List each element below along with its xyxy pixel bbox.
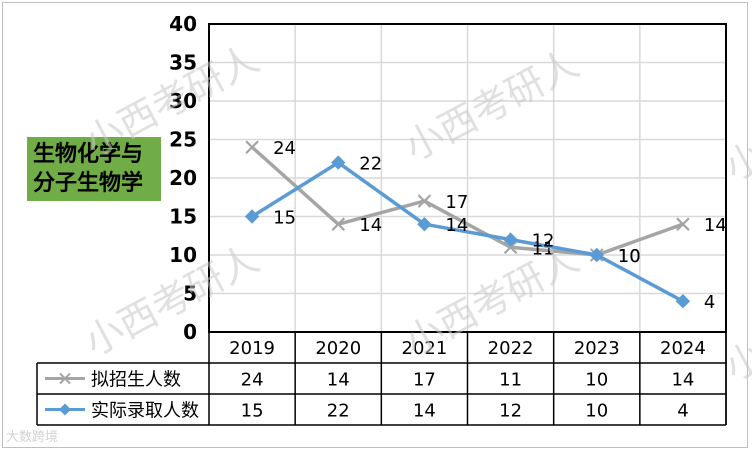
x-tick-label: 2023 xyxy=(574,338,620,359)
data-label: 14 xyxy=(704,215,727,236)
table-cell: 22 xyxy=(327,401,350,422)
x-marker-point xyxy=(331,217,346,231)
diamond-marker-point xyxy=(417,216,432,232)
y-tick-label: 20 xyxy=(169,166,197,190)
data-label: 12 xyxy=(532,231,555,252)
chart-frame xyxy=(2,2,748,448)
legend-label: 实际录取人数 xyxy=(91,401,199,422)
y-tick-label: 40 xyxy=(169,12,197,36)
table-cell: 14 xyxy=(327,370,350,391)
x-tick-label: 2021 xyxy=(402,338,448,359)
data-label: 4 xyxy=(704,292,715,313)
diamond-marker-point xyxy=(244,209,260,224)
diamond-marker-point xyxy=(589,247,604,263)
table-cell: 15 xyxy=(241,401,264,422)
x-icon xyxy=(59,372,71,385)
series-line-1 xyxy=(250,145,684,257)
y-tick-label: 30 xyxy=(169,89,197,113)
y-tick-label: 25 xyxy=(169,128,197,152)
y-tick-label: 35 xyxy=(169,51,197,75)
table-cell: 24 xyxy=(241,370,264,391)
subject-line-1: 生物化学与 xyxy=(33,142,144,167)
diamond-marker-point xyxy=(675,293,691,309)
diamond-icon xyxy=(59,403,71,416)
data-label: 14 xyxy=(359,215,382,236)
y-tick-label: 10 xyxy=(169,243,197,267)
diamond-marker-point xyxy=(331,155,346,170)
diamond-marker-point xyxy=(503,232,518,247)
x-tick-label: 2022 xyxy=(488,338,534,359)
table-cell: 14 xyxy=(671,370,694,391)
data-label: 10 xyxy=(618,246,641,267)
table-cell: 4 xyxy=(677,401,688,422)
x-tick-label: 2019 xyxy=(229,338,275,359)
x-marker-point xyxy=(417,194,432,208)
data-label: 15 xyxy=(273,208,296,229)
series-line-2 xyxy=(251,160,684,303)
table-cell: 17 xyxy=(413,370,436,391)
subject-line-2: 分子生物学 xyxy=(33,171,144,196)
y-tick-label: 5 xyxy=(183,282,197,306)
data-label: 10 xyxy=(618,246,641,267)
data-label: 14 xyxy=(445,215,468,236)
x-tick-label: 2024 xyxy=(660,338,706,359)
table-cell: 10 xyxy=(585,401,608,422)
data-label: 24 xyxy=(273,138,296,159)
data-label: 17 xyxy=(445,192,468,213)
table-cell: 10 xyxy=(585,370,608,391)
table-cell: 11 xyxy=(499,370,522,391)
table-cell: 12 xyxy=(499,401,522,422)
data-label: 22 xyxy=(359,154,382,175)
subject-badge: 生物化学与 分子生物学 xyxy=(27,137,161,201)
x-marker-point xyxy=(503,240,518,255)
legend-label: 拟招生人数 xyxy=(91,370,181,391)
table-cell: 14 xyxy=(413,401,436,422)
brand-watermark: 大数跨境 xyxy=(6,430,59,445)
y-tick-label: 0 xyxy=(183,320,197,344)
x-marker-point xyxy=(245,140,259,154)
y-tick-label: 15 xyxy=(169,205,197,229)
x-tick-label: 2020 xyxy=(315,338,361,359)
x-marker-point xyxy=(676,217,690,231)
